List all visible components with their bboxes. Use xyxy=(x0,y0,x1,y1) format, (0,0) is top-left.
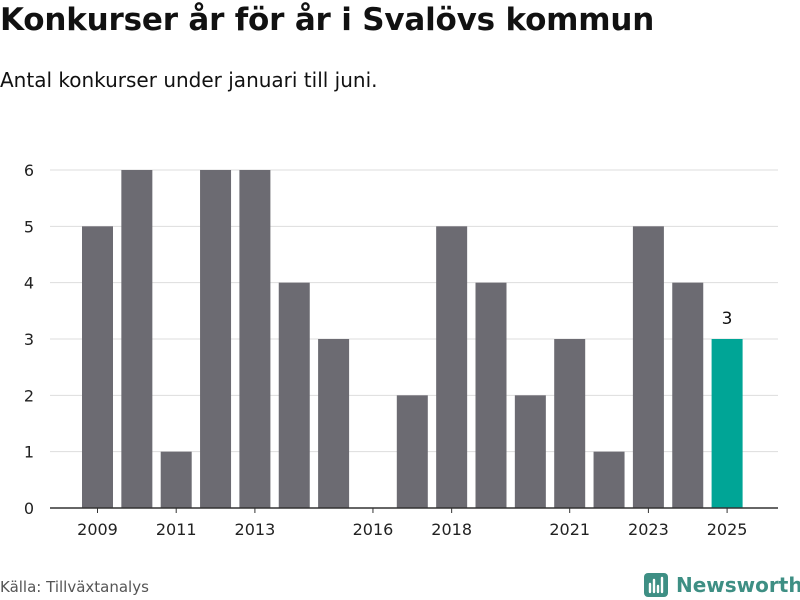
bar xyxy=(514,395,546,508)
x-tick-label: 2009 xyxy=(77,520,118,539)
x-tick-label: 2013 xyxy=(235,520,276,539)
x-tick-label: 2011 xyxy=(156,520,197,539)
bar xyxy=(318,339,350,508)
x-tick-label: 2016 xyxy=(353,520,394,539)
bar xyxy=(278,282,310,508)
y-tick-label: 1 xyxy=(24,443,34,462)
brand: Newsworthy xyxy=(644,570,800,600)
bar xyxy=(160,451,192,508)
y-tick-label: 2 xyxy=(24,386,34,405)
bar xyxy=(632,226,664,509)
newsworthy-logo-icon xyxy=(644,573,668,597)
bar xyxy=(200,170,232,508)
brand-name: Newsworthy xyxy=(676,573,800,597)
y-tick-label: 0 xyxy=(24,499,34,518)
bar xyxy=(239,170,271,508)
bar xyxy=(672,282,704,508)
bar xyxy=(121,170,153,508)
data-label: 3 xyxy=(722,309,733,329)
y-tick-label: 4 xyxy=(24,274,34,293)
bar xyxy=(554,339,586,508)
source-note: Källa: Tillväxtanalys xyxy=(0,578,149,596)
y-tick-label: 5 xyxy=(24,217,34,236)
x-tick-label: 2023 xyxy=(628,520,669,539)
bar xyxy=(82,226,113,509)
bar xyxy=(593,451,625,508)
bar xyxy=(711,339,743,508)
chart-subtitle: Antal konkurser under januari till juni. xyxy=(0,68,378,92)
bar xyxy=(396,395,428,508)
y-tick-label: 3 xyxy=(24,330,34,349)
x-tick-label: 2025 xyxy=(707,520,748,539)
x-tick-label: 2018 xyxy=(431,520,472,539)
bar xyxy=(475,282,507,508)
y-tick-label: 6 xyxy=(24,161,34,180)
x-tick-label: 2021 xyxy=(549,520,590,539)
bar xyxy=(436,226,468,509)
chart-title: Konkurser år för år i Svalövs kommun xyxy=(0,2,655,38)
